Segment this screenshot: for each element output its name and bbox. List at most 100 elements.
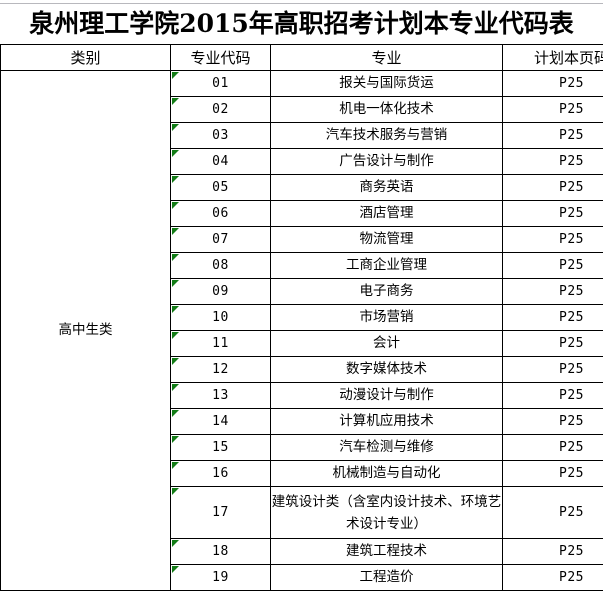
top-divider — [0, 3, 603, 4]
cell-plan-page[interactable]: P25 — [502, 330, 603, 357]
cell-major-code[interactable]: 19 — [170, 564, 271, 591]
cell-plan-page[interactable]: P25 — [502, 252, 603, 279]
cell-plan-page[interactable]: P25 — [502, 382, 603, 409]
title-band: 泉州理工学院2015年高职招考计划本专业代码表 — [0, 4, 603, 44]
green-triangle-icon — [172, 150, 179, 157]
table-row: 09 电子商务 P25 — [1, 278, 603, 305]
cell-major-name[interactable]: 电子商务 — [270, 278, 503, 305]
cell-major-name[interactable]: 物流管理 — [270, 226, 503, 253]
column-header-major: 专业 — [270, 44, 503, 71]
cell-plan-page[interactable]: P25 — [502, 70, 603, 97]
cell-plan-page[interactable]: P25 — [502, 408, 603, 435]
table-row: 12 数字媒体技术 P25 — [1, 356, 603, 383]
page-title: 泉州理工学院2015年高职招考计划本专业代码表 — [29, 9, 574, 38]
green-triangle-icon — [172, 462, 179, 469]
cell-major-code[interactable]: 02 — [170, 96, 271, 123]
cell-major-name[interactable]: 汽车技术服务与营销 — [270, 122, 503, 149]
green-triangle-icon — [172, 98, 179, 105]
cell-plan-page[interactable]: P25 — [502, 174, 603, 201]
cell-major-code[interactable]: 10 — [170, 304, 271, 331]
cell-major-code[interactable]: 13 — [170, 382, 271, 409]
cell-major-code[interactable]: 16 — [170, 460, 271, 487]
cell-major-name[interactable]: 机械制造与自动化 — [270, 460, 503, 487]
table-row: 15 汽车检测与维修 P25 — [1, 434, 603, 461]
cell-major-code[interactable]: 11 — [170, 330, 271, 357]
cell-major-code[interactable]: 08 — [170, 252, 271, 279]
green-triangle-icon — [172, 410, 179, 417]
cell-major-name[interactable]: 工程造价 — [270, 564, 503, 591]
cell-plan-page[interactable]: P25 — [502, 200, 603, 227]
green-triangle-icon — [172, 488, 179, 495]
column-header-code: 专业代码 — [170, 44, 271, 71]
cell-major-code[interactable]: 03 — [170, 122, 271, 149]
cell-plan-page[interactable]: P25 — [502, 96, 603, 123]
cell-major-name[interactable]: 报关与国际货运 — [270, 70, 503, 97]
table-row: 高中生类 01 报关与国际货运 P25 — [0, 70, 603, 591]
cell-plan-page[interactable]: P25 — [502, 564, 603, 591]
table-row: 06 酒店管理 P25 — [1, 200, 603, 227]
cell-plan-page[interactable]: P25 — [502, 538, 603, 565]
cell-major-name[interactable]: 计算机应用技术 — [270, 408, 503, 435]
column-header-category: 类别 — [0, 44, 171, 71]
cell-major-name[interactable]: 数字媒体技术 — [270, 356, 503, 383]
green-triangle-icon — [172, 566, 179, 573]
green-triangle-icon — [172, 124, 179, 131]
column-header-page: 计划本页码 — [502, 44, 603, 71]
green-triangle-icon — [172, 306, 179, 313]
table-row: 03 汽车技术服务与营销 P25 — [1, 122, 603, 149]
cell-major-code[interactable]: 04 — [170, 148, 271, 175]
cell-major-name[interactable]: 工商企业管理 — [270, 252, 503, 279]
green-triangle-icon — [172, 202, 179, 209]
table-body: 高中生类 01 报关与国际货运 P25 02 机电一体化技术 P25 03 汽车技术服务与营销 P… — [0, 70, 603, 591]
cell-major-code[interactable]: 18 — [170, 538, 271, 565]
cell-plan-page[interactable]: P25 — [502, 226, 603, 253]
cell-major-code[interactable]: 06 — [170, 200, 271, 227]
table-row: 11 会计 P25 — [1, 330, 603, 357]
green-triangle-icon — [172, 228, 179, 235]
table-row: 04 广告设计与制作 P25 — [1, 148, 603, 175]
cell-plan-page[interactable]: P25 — [502, 434, 603, 461]
cell-major-name[interactable]: 酒店管理 — [270, 200, 503, 227]
cell-major-name[interactable]: 商务英语 — [270, 174, 503, 201]
table-row: 10 市场营销 P25 — [1, 304, 603, 331]
cell-major-name[interactable]: 广告设计与制作 — [270, 148, 503, 175]
cell-plan-page[interactable]: P25 — [502, 356, 603, 383]
cell-major-name[interactable]: 会计 — [270, 330, 503, 357]
green-triangle-icon — [172, 358, 179, 365]
cell-plan-page[interactable]: P25 — [502, 148, 603, 175]
cell-plan-page[interactable]: P25 — [502, 460, 603, 487]
cell-major-code[interactable]: 01 — [170, 70, 271, 97]
green-triangle-icon — [172, 540, 179, 547]
green-triangle-icon — [172, 176, 179, 183]
major-code-table: 类别 专业代码 专业 计划本页码 高中生类 01 报关与国际货运 P25 02 机电一体化… — [0, 44, 603, 591]
cell-major-name[interactable]: 建筑工程技术 — [270, 538, 503, 565]
table-row: 17 建筑设计类（含室内设计技术、环境艺术设计专业） P25 — [1, 486, 603, 539]
cell-plan-page[interactable]: P25 — [502, 486, 603, 539]
cell-major-code[interactable]: 05 — [170, 174, 271, 201]
cell-major-name[interactable]: 机电一体化技术 — [270, 96, 503, 123]
table-header-row: 类别 专业代码 专业 计划本页码 — [0, 44, 603, 71]
cell-major-name[interactable]: 建筑设计类（含室内设计技术、环境艺术设计专业） — [270, 486, 503, 539]
cell-major-name[interactable]: 动漫设计与制作 — [270, 382, 503, 409]
cell-major-code[interactable]: 07 — [170, 226, 271, 253]
table-header: 类别 专业代码 专业 计划本页码 — [0, 44, 603, 71]
cell-major-code[interactable]: 09 — [170, 278, 271, 305]
green-triangle-icon — [172, 280, 179, 287]
cell-major-name[interactable]: 市场营销 — [270, 304, 503, 331]
table-row: 19 工程造价 P25 — [1, 564, 603, 591]
cell-category[interactable]: 高中生类 — [0, 70, 171, 591]
cell-plan-page[interactable]: P25 — [502, 278, 603, 305]
green-triangle-icon — [172, 72, 179, 79]
cell-major-code[interactable]: 12 — [170, 356, 271, 383]
cell-major-code[interactable]: 14 — [170, 408, 271, 435]
cell-plan-page[interactable]: P25 — [502, 122, 603, 149]
cell-plan-page[interactable]: P25 — [502, 304, 603, 331]
green-triangle-icon — [172, 254, 179, 261]
cell-major-code[interactable]: 15 — [170, 434, 271, 461]
green-triangle-icon — [172, 436, 179, 443]
cell-major-code[interactable]: 17 — [170, 486, 271, 539]
green-triangle-icon — [172, 332, 179, 339]
green-triangle-icon — [172, 384, 179, 391]
cell-major-name[interactable]: 汽车检测与维修 — [270, 434, 503, 461]
